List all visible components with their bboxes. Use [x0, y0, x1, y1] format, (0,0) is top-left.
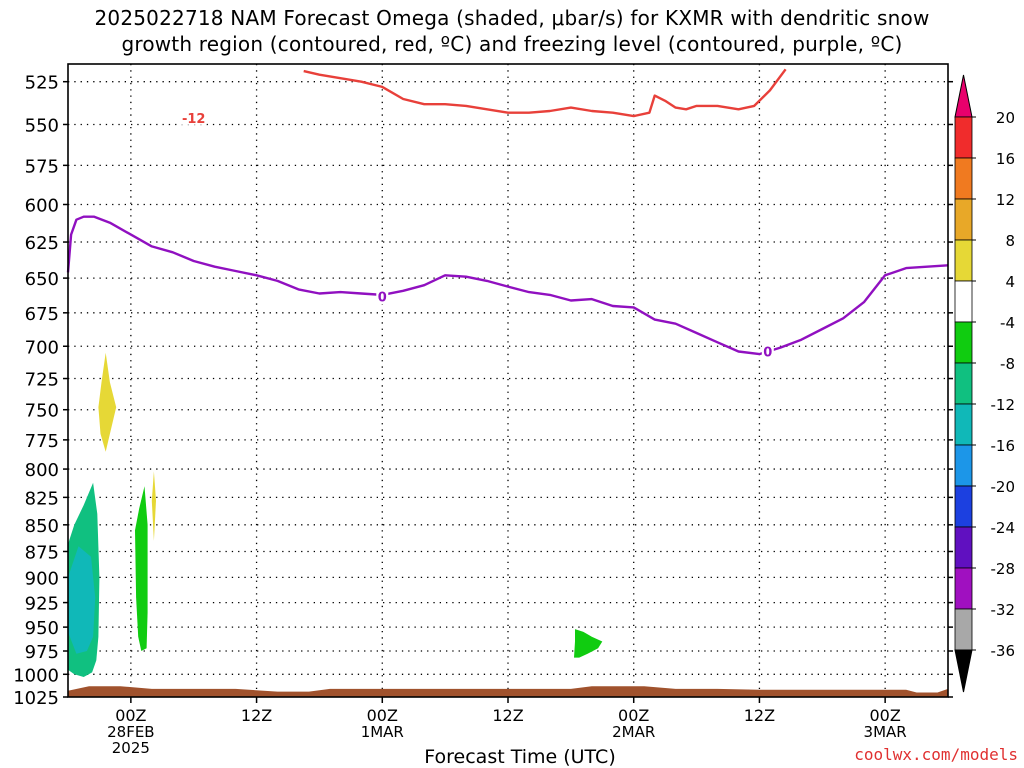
colorbar-swatch	[954, 321, 973, 364]
colorbar-label: -12	[991, 396, 1016, 414]
colorbar-swatch	[954, 403, 973, 446]
y-tick-label: 700	[25, 337, 59, 358]
colorbar-bottom-arrow	[954, 649, 973, 693]
dgz-contour-line	[303, 68, 787, 118]
ground-terrain	[68, 686, 948, 697]
y-tick-label: 1000	[13, 665, 59, 686]
x-tick-label: 00Z	[869, 706, 900, 725]
y-tick-label: 975	[25, 642, 59, 663]
omega-shaded-region	[98, 352, 117, 452]
colorbar-label: -36	[991, 642, 1016, 660]
colorbar-label: 16	[996, 150, 1015, 168]
colorbar-label: -32	[991, 601, 1016, 619]
freezing-contour-label: 0	[378, 290, 387, 305]
colorbar-label: -20	[991, 478, 1016, 496]
y-tick-label: 925	[25, 594, 59, 615]
y-tick-label: 625	[25, 233, 59, 254]
freezing-contour-label: 0	[763, 346, 772, 361]
y-tick-label: 850	[25, 516, 59, 537]
omega-shaded-region	[135, 486, 148, 651]
colorbar-label: 20	[996, 109, 1015, 127]
colorbar-label: 12	[996, 191, 1015, 209]
y-tick-label: 725	[25, 370, 59, 391]
colorbar-top-arrow	[954, 74, 973, 118]
freezing-level-contour-line	[66, 215, 949, 356]
colorbar-swatch	[954, 608, 973, 651]
chart-title-line2: growth region (contoured, red, ºC) and f…	[121, 32, 903, 56]
chart-title-line1: 2025022718 NAM Forecast Omega (shaded, μ…	[94, 6, 930, 30]
colorbar-swatch	[954, 444, 973, 487]
x-tick-label: 00Z	[115, 706, 146, 725]
y-tick-label: 825	[25, 488, 59, 509]
omega-shaded-region	[151, 471, 156, 541]
colorbar-label: 8	[1005, 232, 1015, 250]
x-tick-sublabel: 2025	[112, 739, 150, 757]
y-tick-label: 650	[25, 269, 59, 290]
colorbar-swatch	[954, 485, 973, 528]
colorbar-swatch	[954, 198, 973, 241]
x-tick-label: 12Z	[492, 706, 523, 725]
x-tick-label: 12Z	[241, 706, 272, 725]
contour-label-bg	[761, 343, 774, 360]
colorbar-label: -4	[1000, 314, 1015, 332]
colorbar-swatch	[954, 280, 973, 323]
dgz-contour-label: -12	[182, 112, 206, 127]
colorbar-swatch	[954, 567, 973, 610]
colorbar-swatch	[954, 239, 973, 282]
x-tick-sublabel: 3MAR	[864, 723, 907, 741]
colorbar-swatch	[954, 116, 973, 159]
colorbar-swatch	[954, 526, 973, 569]
y-tick-label: 550	[25, 115, 59, 136]
omega-shaded-region	[574, 629, 603, 658]
x-axis-label: Forecast Time (UTC)	[424, 746, 616, 768]
colorbar-label: 4	[1005, 273, 1015, 291]
y-tick-label: 950	[25, 618, 59, 639]
contour-label-bg	[376, 288, 389, 305]
colorbar-label: -8	[1000, 355, 1015, 373]
colorbar-swatch	[954, 157, 973, 200]
y-tick-label: 900	[25, 568, 59, 589]
colorbar-swatch	[954, 362, 973, 405]
y-tick-label: 675	[25, 304, 59, 325]
colorbar-label: -24	[991, 519, 1016, 537]
colorbar-label: -16	[991, 437, 1016, 455]
y-tick-label: 1025	[13, 688, 59, 709]
contour-label-bg	[180, 108, 207, 125]
x-tick-sublabel: 1MAR	[361, 723, 404, 741]
y-tick-label: 600	[25, 195, 59, 216]
colorbar-label: -28	[991, 560, 1016, 578]
y-tick-label: 800	[25, 460, 59, 481]
x-tick-sublabel: 28FEB	[107, 723, 154, 741]
y-tick-label: 875	[25, 542, 59, 563]
y-tick-label: 575	[25, 156, 59, 177]
x-tick-label: 00Z	[367, 706, 398, 725]
x-tick-label: 00Z	[618, 706, 649, 725]
x-tick-sublabel: 2MAR	[612, 723, 655, 741]
y-tick-label: 750	[25, 401, 59, 422]
x-tick-label: 12Z	[744, 706, 775, 725]
credit-link[interactable]: coolwx.com/models	[854, 745, 1018, 764]
omega-shaded-region	[68, 546, 96, 654]
y-tick-label: 775	[25, 431, 59, 452]
y-tick-label: 525	[25, 73, 59, 94]
